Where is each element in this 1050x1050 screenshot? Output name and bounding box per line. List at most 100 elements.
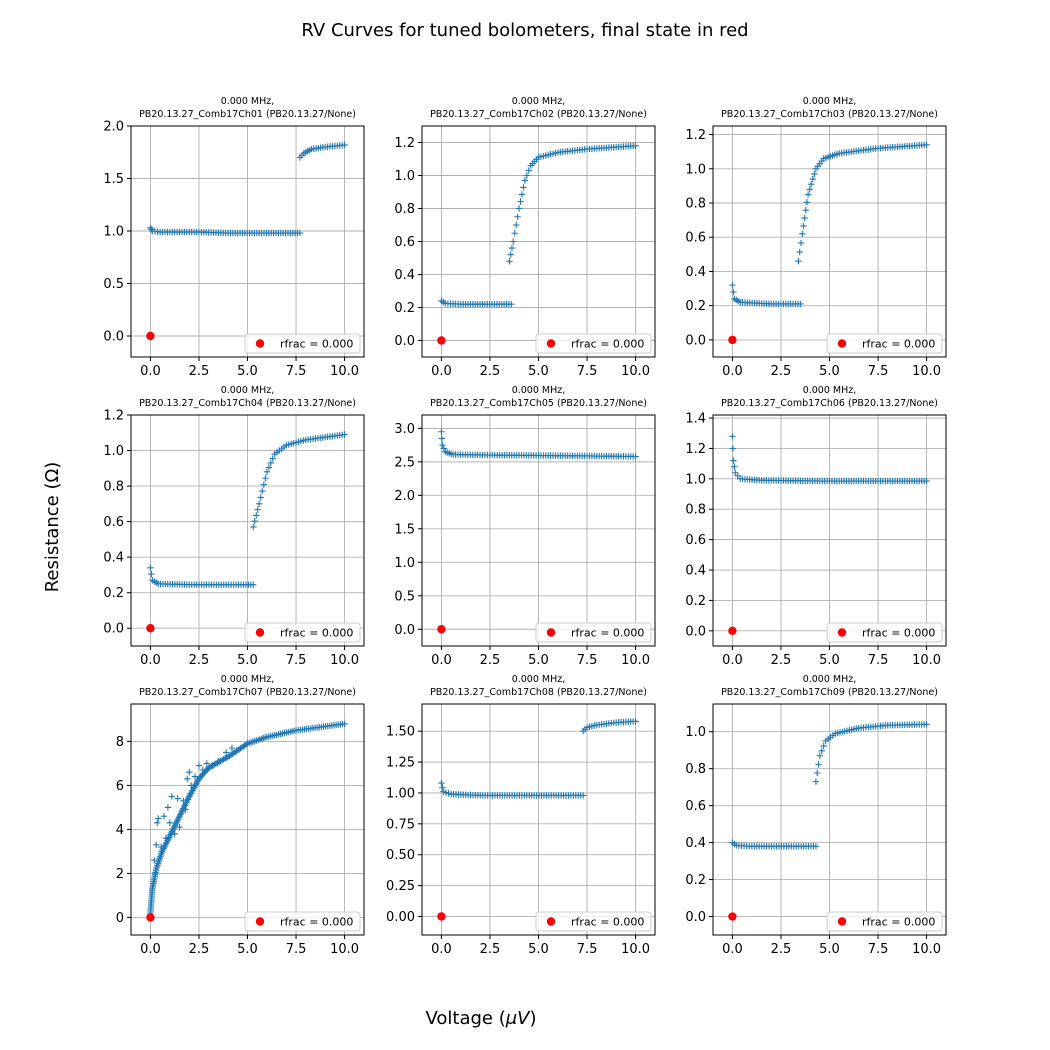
data-point [729,433,736,440]
data-point [170,825,177,832]
legend-label: rfrac = 0.000 [862,916,935,929]
x-tick-label: 5.0 [528,364,549,379]
x-tick-label: 10.0 [621,364,650,379]
data-point [508,301,515,308]
x-tick-label: 0.0 [140,653,161,668]
data-point [818,747,825,755]
x-tick-label: 0.0 [140,364,161,379]
data-markers [147,720,348,917]
data-point [262,475,269,482]
subplot-title-frequency: 0.000 MHz, [221,96,275,107]
data-point [923,477,930,485]
y-tick-label: 0.0 [394,334,415,349]
data-markers [438,142,639,308]
data-point [164,804,172,811]
legend-marker [837,339,847,348]
data-point [808,180,815,188]
data-point [802,206,810,214]
y-tick-label: 0.8 [685,762,706,777]
subplot-5: 0.000 MHz, PB20.13.27_Comb17Ch05 (PB20.13… [394,385,656,668]
data-markers [438,428,639,460]
data-point [185,794,192,802]
data-point [731,463,738,470]
y-tick-label: 1.5 [394,522,415,537]
legend-frame [826,911,943,932]
x-tick-label: 2.5 [480,942,501,957]
legend-frame [535,333,652,354]
data-point [803,199,811,206]
y-tick-label: 1.0 [685,162,706,177]
legend-label: rfrac = 0.000 [571,338,644,351]
data-point [820,742,827,750]
subplot-3: 0.000 MHz, PB20.13.27_Comb17Ch03 (PB20.13… [685,96,947,379]
data-point [797,239,805,247]
x-tick-label: 0.0 [722,364,743,379]
data-point [174,795,181,802]
data-point [265,464,273,471]
subplot-title-channel: PB20.13.27_Comb17Ch03 (PB20.13.27/None) [721,109,938,120]
data-point [438,779,445,787]
y-tick-label: 1.00 [386,786,415,801]
data-point [438,435,446,442]
x-tick-label: 10.0 [912,942,941,957]
subplot-title-frequency: 0.000 MHz, [221,674,275,685]
y-tick-label: 2.0 [394,489,415,504]
x-tick-label: 2.5 [771,653,792,668]
y-tick-label: 4 [116,823,124,838]
data-point [215,758,222,765]
data-point [162,840,170,847]
y-tick-label: 1.50 [386,725,415,740]
y-tick-label: 0.0 [103,622,124,637]
legend-label: rfrac = 0.000 [280,338,353,351]
data-point [250,581,257,588]
data-point [174,816,182,823]
data-point [796,248,803,256]
x-tick-label: 7.5 [286,364,307,379]
x-tick-label: 2.5 [189,364,210,379]
data-markers [729,433,930,485]
subplot-1: 0.000 MHz, PB20.13.27_Comb17Ch01 (PB20.13… [103,96,365,379]
legend-marker [255,917,265,926]
final-state-point [728,912,737,921]
data-point [187,782,195,789]
data-point [228,744,236,752]
data-point [172,820,180,828]
legend-marker [837,628,847,637]
y-tick-label: 2.0 [103,120,124,135]
y-tick-label: 1.2 [394,136,415,151]
subplot-title-channel: PB20.13.27_Comb17Ch06 (PB20.13.27/None) [721,398,938,409]
data-point [203,760,210,767]
x-tick-label: 5.0 [819,942,840,957]
y-tick-label: 0.6 [685,799,706,814]
data-point [199,766,207,774]
data-point [147,564,154,572]
x-tick-label: 5.0 [528,942,549,957]
y-tick-label: 2.5 [394,455,415,470]
data-point [579,792,587,799]
data-point [809,175,817,183]
x-tick-label: 10.0 [621,653,650,668]
data-markers [729,141,930,308]
data-point [804,191,812,198]
data-point [171,830,178,837]
x-tick-label: 7.5 [868,364,889,379]
y-tick-label: 0.8 [685,503,706,518]
y-tick-label: 8 [116,735,124,750]
data-point [242,741,250,748]
x-tick-label: 5.0 [237,942,258,957]
data-point [169,826,177,834]
data-point [525,167,532,174]
y-tick-label: 0.6 [394,235,415,250]
y-tick-label: 1.2 [103,409,124,424]
subplot-title-channel: PB20.13.27_Comb17Ch05 (PB20.13.27/None) [430,398,647,409]
y-tick-label: 0.00 [386,910,415,925]
y-tick-label: 0.8 [394,202,415,217]
legend: rfrac = 0.000 [244,622,361,643]
data-point [815,761,822,768]
data-point [341,141,348,149]
data-point [520,184,527,191]
legend-marker [546,628,556,637]
data-point [158,848,166,855]
data-point [168,793,175,800]
data-point [269,455,276,462]
